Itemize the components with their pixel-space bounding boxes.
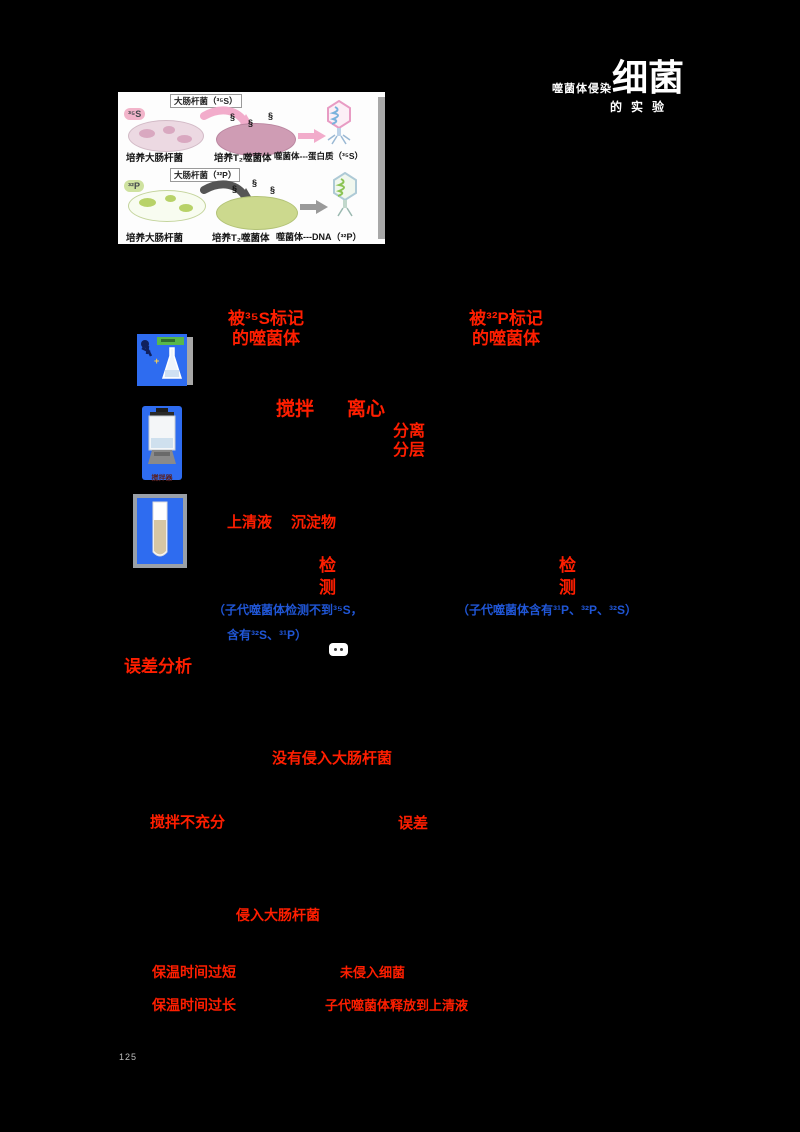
phage-mark: § xyxy=(230,112,236,122)
test-tube-icon xyxy=(133,494,187,568)
phage-protein-icon xyxy=(327,100,351,145)
step-separate-bottom: 分层 xyxy=(393,442,426,459)
hershey-chase-figure: ³⁵S 大肠杆菌（³⁵S） § § § 培养大肠杆菌 培养T₂噬菌体 噬菌体--… xyxy=(118,92,385,244)
conclusion-35s-line2: 含有³²S、³¹P） xyxy=(227,628,307,642)
mix-flask-icon: + xyxy=(137,334,187,386)
page-title-main: 细菌 xyxy=(612,57,685,98)
phage-mark: § xyxy=(232,184,238,194)
label-supernatant: 上清液 xyxy=(227,514,273,531)
culture-plate-32p xyxy=(128,190,206,222)
branch-header-35s-line1: 被³⁵S标记 xyxy=(228,309,304,328)
page-title: 噬菌体侵染 细菌 xyxy=(552,60,684,96)
analysis-short-label: 保温时间过短 xyxy=(152,964,236,980)
step-centrifuge: 离心 xyxy=(347,399,386,420)
caption-culture-phage-35s: 培养T₂噬菌体 xyxy=(214,153,272,164)
analysis-heading: 误差分析 xyxy=(124,657,192,676)
conclusion-35s-line1: （子代噬菌体检测不到³⁵S， xyxy=(213,603,363,617)
svg-text:+: + xyxy=(154,356,159,366)
figure-edge-strip xyxy=(378,97,385,239)
bacteria-colony-blob xyxy=(177,135,192,143)
blender-label: 搅拌器 xyxy=(151,475,173,482)
analysis-long-label: 保温时间过长 xyxy=(152,997,236,1013)
conclusion-32p-line: （子代噬菌体含有³¹P、³²P、³²S） xyxy=(457,603,637,617)
branch-header-35s: 被³⁵S标记 的噬菌体 xyxy=(210,309,322,349)
caption-culture-ecoli-32p: 培养大肠杆菌 xyxy=(126,233,184,244)
isotope-32p-bubble: ³²P xyxy=(124,180,144,192)
phage-plate-32p xyxy=(216,196,298,230)
phage-plate-35s xyxy=(216,123,296,156)
bacteria-colony-blob xyxy=(179,204,193,212)
pink-block-arrow xyxy=(298,129,326,143)
phage-mark: § xyxy=(268,111,274,121)
blender-graphic xyxy=(148,408,176,464)
phage-mark: § xyxy=(248,118,254,128)
phage-dna-icon xyxy=(333,172,357,217)
test-tube-graphic xyxy=(152,501,168,557)
analysis-error: 误差 xyxy=(398,815,429,832)
bacteria-colony-blob xyxy=(163,126,175,134)
small-sticker-icon xyxy=(329,643,348,656)
ecoli-32p-label: 大肠杆菌（³²P） xyxy=(170,168,241,182)
page-number: 125 xyxy=(119,1052,138,1062)
caption-result-35s: 噬菌体---蛋白质（³⁵S） xyxy=(274,151,363,161)
analysis-stir-insufficient: 搅拌不充分 xyxy=(150,814,226,831)
detect-label-right: 检 测 xyxy=(559,555,576,599)
caption-culture-ecoli-35s: 培养大肠杆菌 xyxy=(126,153,184,164)
detect-char: 检 xyxy=(319,556,336,575)
flask-graphic: + xyxy=(141,337,184,379)
page-title-suffix: 的实验 xyxy=(610,100,674,114)
culture-plate-35s xyxy=(128,120,204,152)
label-sediment: 沉淀物 xyxy=(291,514,337,531)
bacteria-colony-blob xyxy=(139,129,155,138)
grey-block-arrow xyxy=(300,200,328,214)
detect-label-left: 检 测 xyxy=(319,555,336,599)
step-stir: 搅拌 xyxy=(276,399,315,420)
detect-char: 检 xyxy=(559,556,576,575)
blender-icon: 搅拌器 xyxy=(142,406,182,482)
analysis-entry: 侵入大肠杆菌 xyxy=(236,907,320,923)
analysis-short-result: 未侵入细菌 xyxy=(340,965,406,980)
page-title-prefix: 噬菌体侵染 xyxy=(552,83,612,95)
branch-header-32p-line2: 的噬菌体 xyxy=(472,329,540,348)
phage-mark: § xyxy=(270,185,276,195)
detect-char: 测 xyxy=(319,578,336,597)
caption-culture-phage-32p: 培养T₂噬菌体 xyxy=(212,233,270,244)
caption-result-32p: 噬菌体---DNA（³²P） xyxy=(276,232,362,242)
step-separate-top: 分离 xyxy=(393,423,426,440)
analysis-long-result: 子代噬菌体释放到上清液 xyxy=(325,998,469,1013)
branch-header-32p: 被³²P标记 的噬菌体 xyxy=(450,309,562,349)
branch-header-32p-line1: 被³²P标记 xyxy=(469,309,543,328)
bacteria-colony-blob xyxy=(139,198,156,207)
icon-edge-strip xyxy=(187,337,193,385)
bacteria-colony-blob xyxy=(165,195,176,202)
analysis-no-entry: 没有侵入大肠杆菌 xyxy=(272,750,393,767)
branch-header-35s-line2: 的噬菌体 xyxy=(232,329,300,348)
detect-char: 测 xyxy=(559,578,576,597)
ecoli-35s-label: 大肠杆菌（³⁵S） xyxy=(170,94,242,108)
phage-mark: § xyxy=(252,178,258,188)
isotope-35s-bubble: ³⁵S xyxy=(124,108,146,120)
